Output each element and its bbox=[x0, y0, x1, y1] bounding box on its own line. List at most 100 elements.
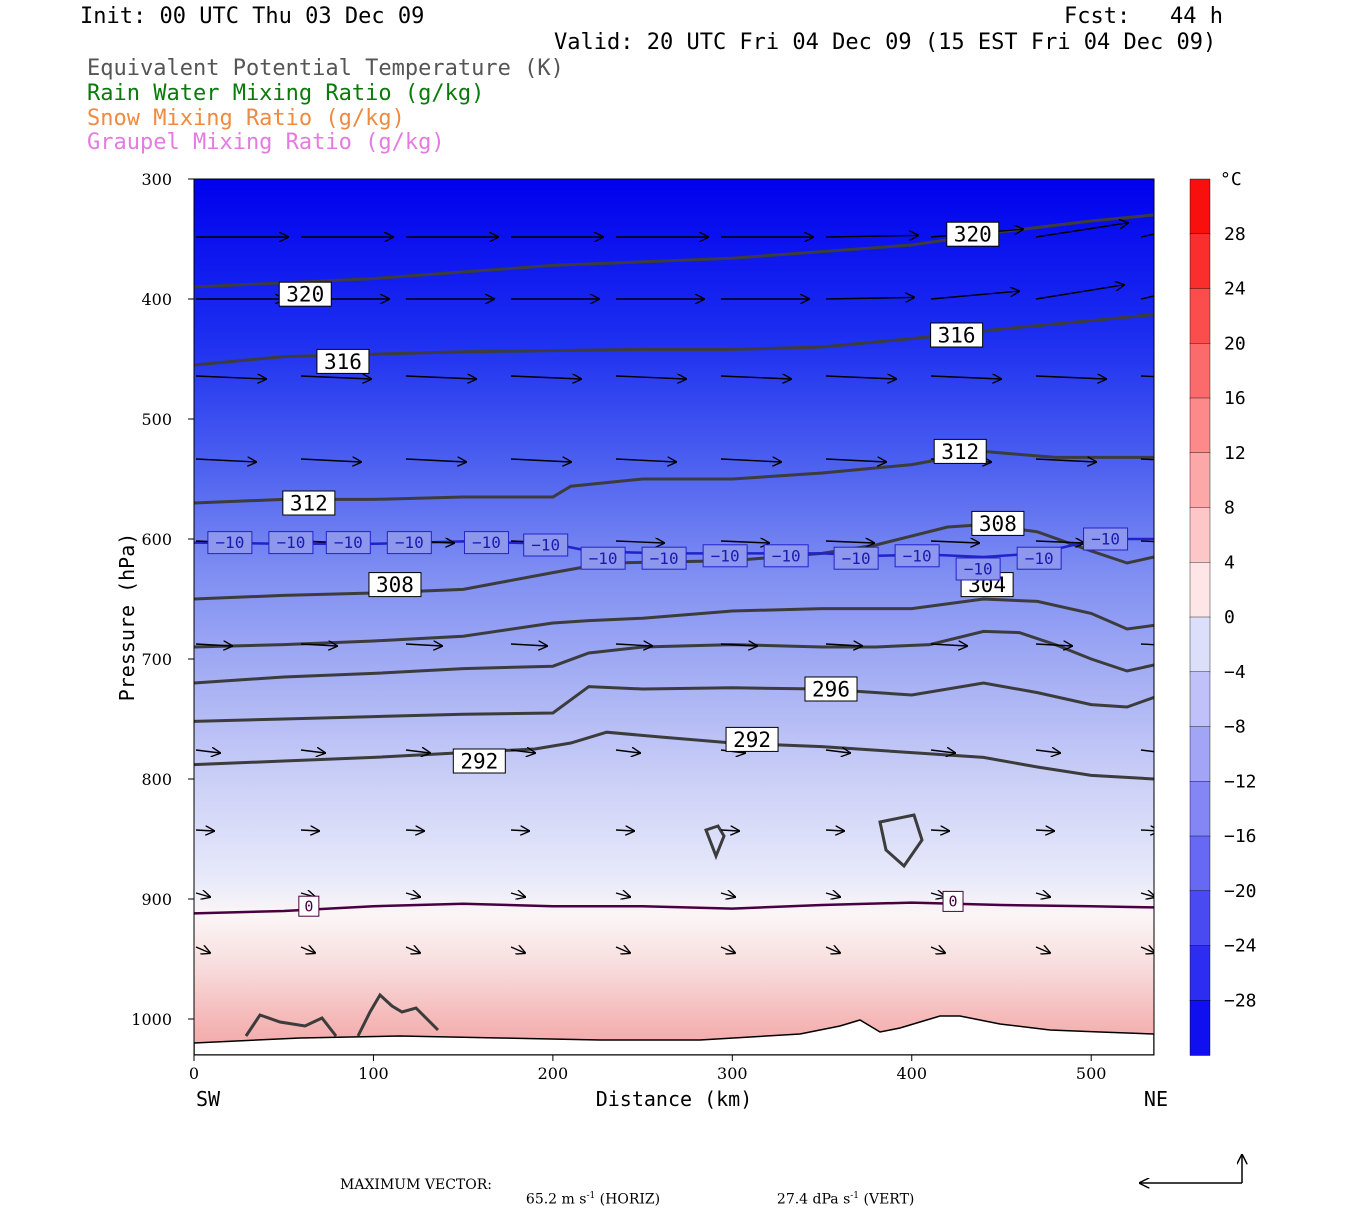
colorbar-bin bbox=[1189, 781, 1211, 837]
wind-vector bbox=[510, 459, 571, 462]
isotherm-label-box bbox=[1016, 546, 1062, 570]
isotherm-label: −10 bbox=[215, 533, 244, 552]
theta-e-label: 292 bbox=[460, 749, 498, 773]
isotherm-label-box bbox=[580, 546, 626, 570]
x-tick-label: 200 bbox=[538, 1064, 569, 1083]
colorbar-tick-label: −16 bbox=[1224, 826, 1257, 847]
isotherm-label-box bbox=[702, 544, 748, 568]
theta-e-closed-contour bbox=[878, 813, 924, 869]
isotherm-label: −10 bbox=[1091, 530, 1120, 549]
colorbar-tick-label: 12 bbox=[1224, 443, 1246, 464]
theta-e-label-box bbox=[804, 676, 858, 702]
wind-vector bbox=[825, 830, 844, 831]
wind-vector bbox=[510, 893, 525, 897]
wind-vector bbox=[720, 947, 735, 953]
colorbar-tick-label: 24 bbox=[1224, 279, 1246, 300]
colorbar-tick-label: −8 bbox=[1224, 717, 1246, 738]
wind-vector bbox=[300, 644, 337, 646]
colorbar-tick-label: −20 bbox=[1224, 881, 1257, 902]
colorbar-bin bbox=[1189, 1000, 1211, 1056]
max-vert-vector: 27.4 dPa s-1 (VERT) bbox=[768, 1178, 914, 1207]
wind-vector bbox=[510, 376, 581, 379]
theta-e-label-box bbox=[930, 322, 984, 348]
isotherm-label-box bbox=[463, 531, 509, 555]
vert-exponent: -1 bbox=[850, 1191, 860, 1201]
isotherm-label-box bbox=[763, 544, 809, 568]
wind-vector bbox=[825, 235, 918, 237]
wind-vector bbox=[615, 893, 630, 897]
theta-e-contour-292 bbox=[194, 730, 1154, 781]
colorbar-bin bbox=[1189, 616, 1211, 673]
isotherm-label-box bbox=[894, 544, 940, 568]
x-tick-label: 300 bbox=[717, 1064, 748, 1083]
wind-vector bbox=[1140, 893, 1154, 897]
wind-vector bbox=[1140, 830, 1154, 831]
isotherm-label: −10 bbox=[589, 549, 618, 568]
isotherm-label: −10 bbox=[531, 536, 560, 555]
wind-vector bbox=[1035, 376, 1106, 379]
colorbar-bin bbox=[1189, 452, 1211, 509]
colorbar-unit: °C bbox=[1220, 169, 1242, 190]
wind-vector bbox=[615, 750, 640, 753]
field-title-snow: Snow Mixing Ratio (g/kg) bbox=[87, 106, 405, 131]
isotherm-label-box bbox=[1083, 527, 1129, 551]
wind-vector bbox=[720, 893, 735, 897]
wind-vector bbox=[1140, 375, 1154, 378]
colorbar-bin bbox=[1189, 397, 1211, 454]
isotherm-label-box bbox=[268, 531, 314, 555]
wind-vector bbox=[615, 459, 676, 462]
field-title-theta-e: Equivalent Potential Temperature (K) bbox=[87, 56, 564, 81]
theta-e-label-box bbox=[278, 281, 332, 307]
isotherm-label: −10 bbox=[395, 533, 424, 552]
wind-vector bbox=[405, 830, 424, 831]
isotherm-label-box bbox=[207, 531, 253, 555]
isotherm-label: −10 bbox=[472, 533, 501, 552]
theta-e-label: 316 bbox=[324, 350, 362, 374]
wind-vector bbox=[1140, 540, 1154, 543]
wind-vector bbox=[405, 750, 430, 753]
y-tick-label: 500 bbox=[141, 410, 172, 429]
x-tick-label: 0 bbox=[189, 1064, 199, 1083]
wind-vector bbox=[720, 830, 739, 831]
colorbar-bin bbox=[1189, 671, 1211, 728]
y-tick-label: 1000 bbox=[131, 1010, 172, 1029]
isotherm-label-box bbox=[325, 531, 371, 555]
wind-vector bbox=[615, 830, 634, 831]
wind-vector bbox=[405, 947, 420, 953]
wind-vector bbox=[930, 830, 949, 831]
wind-vector bbox=[1035, 223, 1128, 238]
wind-vector bbox=[405, 893, 420, 897]
wind-vector bbox=[930, 291, 1019, 300]
colorbar-bin bbox=[1189, 562, 1211, 618]
colorbar-bin bbox=[1189, 726, 1211, 782]
wind-vector bbox=[1035, 541, 1084, 543]
x-tick-label: 400 bbox=[896, 1064, 927, 1083]
theta-e-closed-contour bbox=[356, 992, 440, 1037]
y-tick-label: 900 bbox=[141, 890, 172, 909]
init-time: Init: 00 UTC Thu 03 Dec 09 bbox=[80, 4, 425, 29]
theta-e-label-box bbox=[316, 348, 370, 374]
y-tick-label: 400 bbox=[141, 290, 172, 309]
x-end-label-ne: NE bbox=[1144, 1087, 1168, 1111]
wind-vector bbox=[1035, 947, 1050, 953]
colorbar-tick-label: 8 bbox=[1224, 498, 1235, 519]
reference-vector-icon bbox=[1140, 1155, 1242, 1183]
wind-vector bbox=[930, 750, 955, 753]
theta-e-label: 308 bbox=[979, 512, 1017, 536]
isotherm-label: −10 bbox=[903, 546, 932, 565]
wind-vector bbox=[1140, 233, 1154, 238]
wind-vector bbox=[615, 541, 664, 543]
colorbar-tick-label: 20 bbox=[1224, 333, 1246, 354]
wind-vector bbox=[720, 376, 791, 379]
plot-frame bbox=[193, 178, 1155, 1056]
wind-vector bbox=[300, 947, 315, 953]
wind-vector bbox=[825, 947, 840, 953]
colorbar-bin bbox=[1189, 835, 1211, 892]
isotherm-label: −10 bbox=[842, 549, 871, 568]
colorbar-bin bbox=[1189, 288, 1211, 344]
y-tick-label: 600 bbox=[141, 530, 172, 549]
wind-vector bbox=[615, 947, 630, 953]
wind-vector bbox=[615, 644, 652, 646]
theta-e-closed-contour bbox=[704, 824, 726, 861]
wind-vector bbox=[1035, 644, 1072, 646]
